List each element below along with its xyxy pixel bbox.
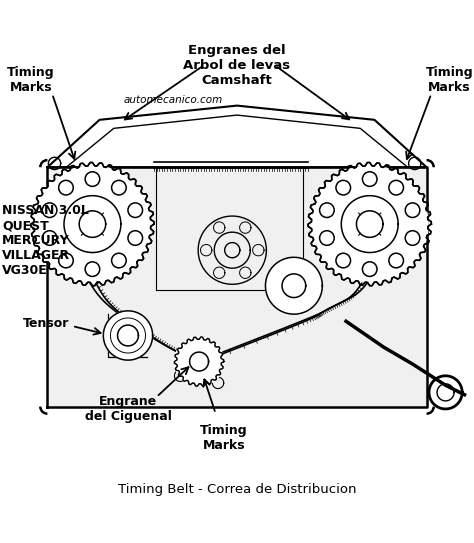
Text: Tensor: Tensor bbox=[23, 317, 70, 330]
Circle shape bbox=[34, 166, 151, 282]
Text: Engranes del
Arbol de levas
Camshaft: Engranes del Arbol de levas Camshaft bbox=[183, 44, 291, 87]
Text: Timing
Marks: Timing Marks bbox=[426, 66, 473, 93]
Circle shape bbox=[265, 257, 322, 314]
Text: NISSAN 3.0L
QUEST
MERCURY
VILLAGER
VG30E: NISSAN 3.0L QUEST MERCURY VILLAGER VG30E bbox=[2, 204, 89, 277]
Circle shape bbox=[174, 337, 224, 386]
Text: Timing
Marks: Timing Marks bbox=[7, 66, 55, 93]
Text: Engrane
del Ciguenal: Engrane del Ciguenal bbox=[84, 395, 172, 423]
Bar bbox=[47, 167, 427, 407]
Text: Timing
Marks: Timing Marks bbox=[200, 424, 247, 452]
Circle shape bbox=[311, 166, 428, 282]
Circle shape bbox=[103, 311, 153, 360]
Text: Timing Belt - Correa de Distribucion: Timing Belt - Correa de Distribucion bbox=[118, 483, 356, 496]
Text: automecanico.com: automecanico.com bbox=[123, 95, 222, 105]
